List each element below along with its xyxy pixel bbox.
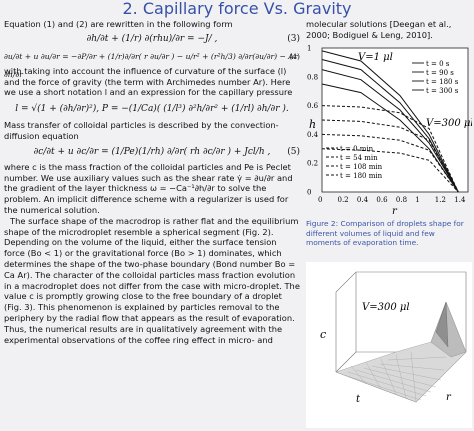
equation-5-number: (5) (287, 146, 300, 157)
label-small-volume: V=1 μl (358, 52, 393, 63)
legend-large-1: t = 0 min (340, 145, 374, 153)
legend-large-4: t = 180 min (340, 172, 383, 180)
y-tick-label-2: 0.4 (307, 131, 319, 139)
legend-large: t = 0 min t = 54 min t = 108 min t = 180… (326, 145, 383, 180)
figure-3-r-label: r (446, 392, 452, 403)
tick-group: 0 0.2 0.4 0.6 0.8 1 1.2 1.4 0 0.2 0.4 0.6 0.8 1 (307, 45, 466, 205)
equation-pressure: l = √(1 + (∂h/∂r)²), P = −(1/Ca)( (1/l³)… (4, 98, 300, 120)
equation-5-body: ∂c/∂t + u ∂c/∂r = (1/Pe)(1/rh) ∂/∂r( rh … (33, 146, 271, 157)
x-tick-label-3: 0.6 (376, 196, 388, 204)
equation-pressure-body: l = √(1 + (∂h/∂r)²), P = −(1/Ca)( (1/l³)… (15, 104, 289, 115)
figure-2-chart: 0 0.2 0.4 0.6 0.8 1 1.2 1.4 0 0.2 0.4 0.6 0.8 1 V=1 μ… (307, 45, 472, 217)
label-large-volume: V=300 μl (426, 118, 472, 129)
x-tick-label-2: 0.4 (357, 196, 369, 204)
legend-small-1: t = 0 s (426, 60, 450, 68)
legend-small: t = 0 s t = 90 s t = 180 s t = 300 s (412, 60, 459, 95)
x-tick-label-0: 0 (318, 196, 322, 204)
x-tick-label-4: 0.8 (396, 196, 407, 204)
paragraph-mass-transfer: Mass transfer of colloidal particles is … (4, 120, 279, 141)
y-tick-label-4: 0.8 (307, 73, 318, 81)
paragraph-peclet: where c is the mass fraction of the coll… (4, 161, 293, 215)
series-line-4 (321, 83, 459, 193)
x-tick-label-6: 1.2 (435, 196, 446, 204)
intro-text: Equation (1) and (2) are rewritten in th… (4, 19, 233, 29)
series-group (321, 50, 459, 193)
legend-large-2: t = 54 min (340, 154, 378, 162)
legend-large-3: t = 108 min (340, 163, 383, 171)
figure-2-caption: Figure 2: Comparison of droplets shape f… (306, 219, 464, 248)
x-axis-label: r (392, 206, 398, 216)
figure-3-label: V=300 μl (362, 302, 410, 313)
legend-small-3: t = 180 s (426, 78, 459, 86)
series-line-5 (321, 105, 459, 193)
x-tick-label-5: 1 (415, 196, 419, 204)
y-axis-label: h (309, 118, 316, 131)
series-line-3 (321, 69, 459, 193)
equation-5: ∂c/∂t + u ∂c/∂r = (1/Pe)(1/rh) ∂/∂r( rh … (4, 142, 300, 162)
y-tick-label-5: 1 (307, 45, 311, 53)
section-title: 2. Capillary force Vs. Gravity (122, 0, 352, 18)
series-line-7 (321, 133, 459, 193)
figure-3-c-label: c (320, 328, 326, 341)
y-tick-label-0: 0 (307, 189, 311, 197)
equation-4: ∂u/∂t + u ∂u/∂r = −∂P/∂r + (1/r)∂/∂r( r … (4, 48, 300, 79)
figure-3-surface-mesh (335, 301, 467, 403)
paragraph-surface-shape: The surface shape of the macrodrop is ra… (4, 215, 300, 345)
legend-small-4: t = 300 s (426, 87, 459, 95)
x-tick-label-7: 1.4 (454, 196, 466, 204)
legend-small-2: t = 90 s (426, 69, 454, 77)
x-tick-label-1: 0.2 (338, 196, 349, 204)
equation-3-body: ∂h/∂t + (1/r) ∂(rhu)/∂r = −J/ , (86, 33, 218, 44)
equation-4-body: ∂u/∂t + u ∂u/∂r = −∂P/∂r + (1/r)∂/∂r( r … (4, 51, 298, 79)
figure-3-surface: V=300 μl c t r (306, 262, 472, 428)
figure-3-t-label: t (356, 394, 361, 405)
equation-3: ∂h/∂t + (1/r) ∂(rhu)/∂r = −J/ , (3) (4, 30, 300, 48)
series-line-2 (321, 59, 459, 193)
y-tick-label-3: 0.6 (307, 102, 319, 110)
y-tick-label-1: 0.2 (307, 160, 318, 168)
paragraph-curvature: with taking into account the influence o… (4, 65, 293, 98)
series-line-1 (321, 50, 459, 193)
series-line-8 (321, 148, 459, 193)
right-column-text: molecular solutions [Deegan et al., 2000… (306, 19, 452, 40)
equation-4-number: (4) (289, 51, 300, 61)
left-column: Equation (1) and (2) are rewritten in th… (4, 19, 300, 345)
series-line-6 (321, 119, 459, 193)
equation-3-number: (3) (287, 33, 300, 44)
